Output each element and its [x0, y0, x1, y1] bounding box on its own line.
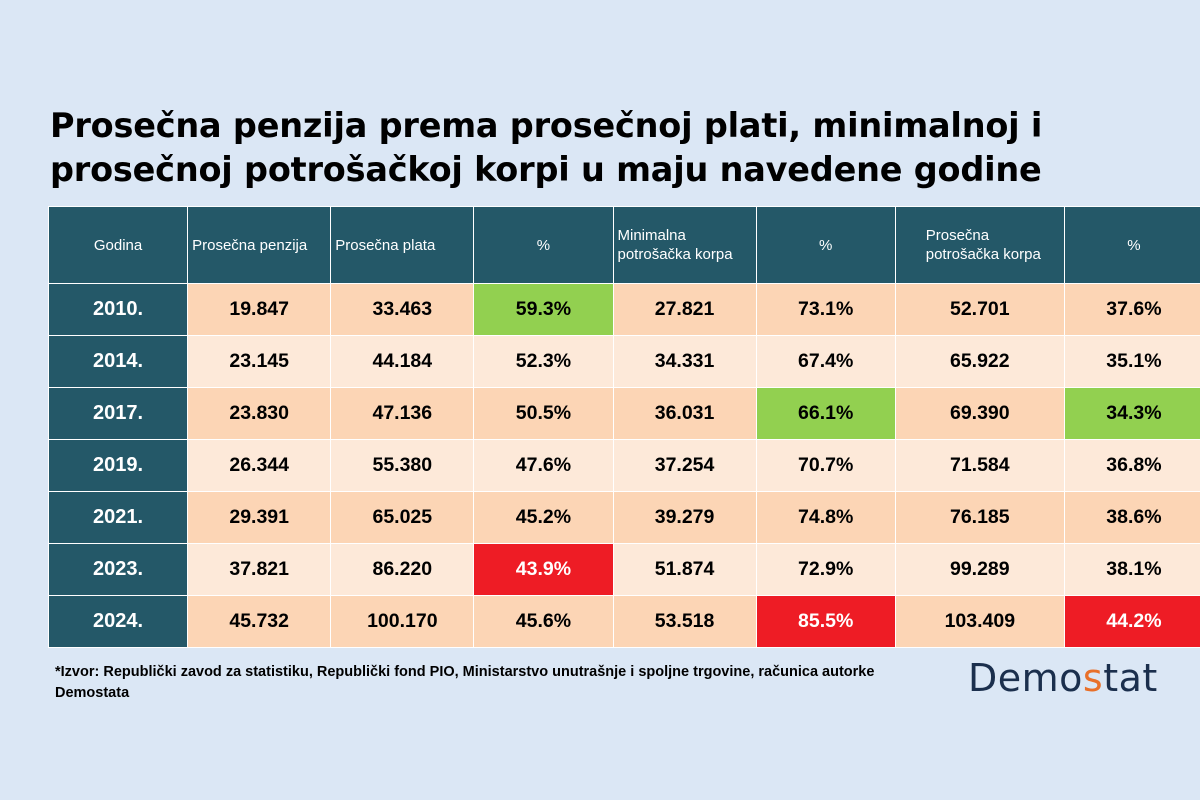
value-cell: 37.254 [612, 439, 757, 492]
column-header: Godina [47, 206, 189, 284]
value-cell: 55.380 [330, 439, 475, 492]
year-cell: 2024. [47, 595, 189, 648]
value-cell: 47.136 [330, 387, 475, 440]
value-cell: 23.830 [187, 387, 332, 440]
page-title: Prosečna penzija prema prosečnoj plati, … [50, 106, 1043, 189]
column-header: Prosečna penzija [187, 206, 332, 284]
year-cell: 2014. [47, 335, 189, 388]
table-row: 2024. 45.732 100.170 45.6% 53.518 85.5% 103.40… [47, 595, 1200, 648]
column-header: Minimalna potrošačka korpa [612, 206, 757, 284]
value-cell: 65.025 [330, 491, 475, 544]
value-cell: 74.8% [755, 491, 896, 544]
value-cell: 19.847 [187, 283, 332, 336]
value-cell: 52.3% [473, 335, 614, 388]
table-row: 2014. 23.145 44.184 52.3% 34.331 67.4% 65.922 3… [47, 335, 1200, 388]
table-row: 2017. 23.830 47.136 50.5% 36.031 66.1% 69.390 3… [47, 387, 1200, 440]
value-cell: 52.701 [894, 283, 1065, 336]
value-cell: 34.3% [1063, 387, 1200, 440]
value-cell: 27.821 [612, 283, 757, 336]
column-header: % [755, 206, 896, 284]
value-cell: 26.344 [187, 439, 332, 492]
value-cell: 66.1% [755, 387, 896, 440]
table-row: 2019. 26.344 55.380 47.6% 37.254 70.7% 71.584 3… [47, 439, 1200, 492]
year-cell: 2021. [47, 491, 189, 544]
demostat-logo: Demostat [968, 656, 1158, 700]
value-cell: 59.3% [473, 283, 614, 336]
column-header: Prosečna plata [330, 206, 475, 284]
value-cell: 86.220 [330, 543, 475, 596]
value-cell: 85.5% [755, 595, 896, 648]
value-cell: 69.390 [894, 387, 1065, 440]
table-row: 2021. 29.391 65.025 45.2% 39.279 74.8% 76.185 3… [47, 491, 1200, 544]
source-note: *Izvor: Republički zavod za statistiku, … [55, 664, 875, 701]
value-cell: 44.184 [330, 335, 475, 388]
value-cell: 39.279 [612, 491, 757, 544]
value-cell: 76.185 [894, 491, 1065, 544]
value-cell: 47.6% [473, 439, 614, 492]
value-cell: 37.6% [1063, 283, 1200, 336]
value-cell: 100.170 [330, 595, 475, 648]
value-cell: 71.584 [894, 439, 1065, 492]
value-cell: 99.289 [894, 543, 1065, 596]
column-header: % [473, 206, 614, 284]
value-cell: 37.821 [187, 543, 332, 596]
year-cell: 2023. [47, 543, 189, 596]
value-cell: 70.7% [755, 439, 896, 492]
year-cell: 2019. [47, 439, 189, 492]
column-header: % [1063, 206, 1200, 284]
value-cell: 38.1% [1063, 543, 1200, 596]
table-row: 2010. 19.847 33.463 59.3% 27.821 73.1% 52.701 3… [47, 283, 1200, 336]
logo-accent: s [1082, 656, 1104, 700]
value-cell: 43.9% [473, 543, 614, 596]
value-cell: 23.145 [187, 335, 332, 388]
table-row: 2023. 37.821 86.220 43.9% 51.874 72.9% 99.289 3… [47, 543, 1200, 596]
data-table: Godina Prosečna penzija Prosečna plata% Min… [47, 206, 1200, 648]
value-cell: 103.409 [894, 595, 1065, 648]
value-cell: 36.031 [612, 387, 757, 440]
value-cell: 38.6% [1063, 491, 1200, 544]
value-cell: 67.4% [755, 335, 896, 388]
header-row: Godina Prosečna penzija Prosečna plata% Min… [47, 206, 1200, 284]
value-cell: 73.1% [755, 283, 896, 336]
year-cell: 2010. [47, 283, 189, 336]
value-cell: 34.331 [612, 335, 757, 388]
value-cell: 36.8% [1063, 439, 1200, 492]
value-cell: 45.2% [473, 491, 614, 544]
value-cell: 35.1% [1063, 335, 1200, 388]
value-cell: 45.6% [473, 595, 614, 648]
value-cell: 29.391 [187, 491, 332, 544]
value-cell: 65.922 [894, 335, 1065, 388]
column-header: Prosečna potrošačka korpa [894, 206, 1065, 284]
value-cell: 72.9% [755, 543, 896, 596]
value-cell: 33.463 [330, 283, 475, 336]
value-cell: 44.2% [1063, 595, 1200, 648]
value-cell: 50.5% [473, 387, 614, 440]
logo-text: Demo [968, 656, 1083, 700]
value-cell: 51.874 [612, 543, 757, 596]
year-cell: 2017. [47, 387, 189, 440]
value-cell: 45.732 [187, 595, 332, 648]
value-cell: 53.518 [612, 595, 757, 648]
logo-text-end: tat [1103, 656, 1158, 700]
